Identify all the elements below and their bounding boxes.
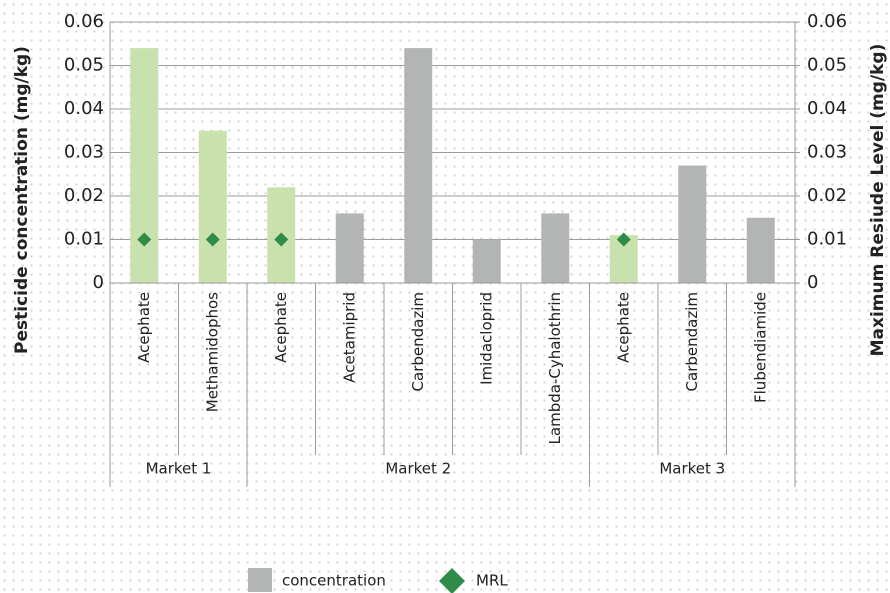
bar xyxy=(678,165,707,283)
bar xyxy=(335,213,364,283)
y-tick-label: 0.01 xyxy=(64,229,104,250)
y-tick-label: 0.04 xyxy=(64,98,104,119)
group-label: Market 3 xyxy=(659,460,725,478)
mrl-marker xyxy=(137,232,152,247)
x-tick-label: Acephate xyxy=(135,292,153,363)
y2-axis-title: Maximum Resiude Level (mg/kg) xyxy=(868,44,888,357)
mrl-marker xyxy=(205,232,220,247)
x-tick-label: Flubendiamide xyxy=(751,292,769,403)
y2-tick-label: 0.05 xyxy=(807,55,847,76)
x-tick-label: Lambda-Cyhalothrin xyxy=(546,292,564,444)
y-axis-title: Pesticide concentration (mg/kg) xyxy=(12,46,32,354)
bar xyxy=(472,239,501,283)
bar xyxy=(130,48,159,283)
legend-label: concentration xyxy=(282,572,386,590)
x-tick-label: Acephate xyxy=(614,292,632,363)
legend-label: MRL xyxy=(476,572,508,590)
bar xyxy=(541,213,570,283)
y-tick-label: 0.05 xyxy=(64,55,104,76)
x-tick-label: Carbendazim xyxy=(683,292,701,391)
legend-marker xyxy=(439,568,465,593)
bar xyxy=(746,217,775,283)
y-tick-label: 0.03 xyxy=(64,142,104,163)
x-tick-label: Carbendazim xyxy=(409,292,427,391)
y2-tick-label: 0.04 xyxy=(807,98,847,119)
mrl-marker xyxy=(274,232,289,247)
y2-tick-label: 0 xyxy=(807,272,818,293)
mrl-marker xyxy=(616,232,631,247)
x-tick-label: Imidacloprid xyxy=(477,292,495,385)
x-tick-label: Acephate xyxy=(272,292,290,363)
bar xyxy=(198,130,227,283)
x-tick-label: Methamidophos xyxy=(203,292,221,412)
y-tick-label: 0.06 xyxy=(64,11,104,32)
y-tick-label: 0 xyxy=(93,272,104,293)
y2-tick-label: 0.03 xyxy=(807,142,847,163)
legend-swatch xyxy=(248,568,272,592)
x-tick-label: Acetamiprid xyxy=(340,292,358,383)
bar xyxy=(404,48,433,283)
y2-tick-label: 0.01 xyxy=(807,229,847,250)
y2-tick-label: 0.06 xyxy=(807,11,847,32)
group-label: Market 1 xyxy=(146,460,212,478)
group-label: Market 2 xyxy=(385,460,451,478)
y-tick-label: 0.02 xyxy=(64,185,104,206)
y2-tick-label: 0.02 xyxy=(807,185,847,206)
